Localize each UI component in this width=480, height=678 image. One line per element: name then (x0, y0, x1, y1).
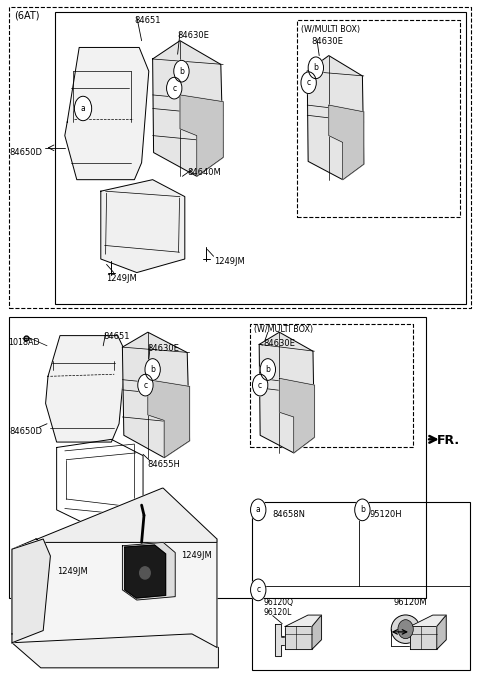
Polygon shape (259, 332, 314, 453)
Text: b: b (179, 66, 184, 76)
Text: 84640M: 84640M (187, 168, 221, 177)
Ellipse shape (391, 615, 420, 643)
Polygon shape (279, 378, 314, 453)
Circle shape (301, 72, 316, 94)
Text: c: c (144, 380, 147, 390)
Text: 84658N: 84658N (273, 510, 306, 519)
Circle shape (145, 359, 160, 380)
Polygon shape (125, 545, 166, 598)
Polygon shape (12, 539, 50, 643)
Text: c: c (258, 380, 262, 390)
Polygon shape (148, 380, 190, 458)
Circle shape (74, 96, 92, 121)
Bar (55, 12, 466, 304)
Text: c: c (307, 78, 311, 87)
Polygon shape (410, 615, 446, 626)
Bar (297, 20, 460, 217)
Text: b: b (265, 365, 270, 374)
Text: 96120Q
96120L: 96120Q 96120L (263, 598, 293, 618)
Text: a: a (256, 505, 261, 515)
Circle shape (167, 77, 182, 99)
Text: 84630E: 84630E (263, 339, 295, 348)
Text: 95120H: 95120H (370, 510, 402, 519)
Text: 1018AD: 1018AD (9, 338, 40, 346)
Polygon shape (437, 615, 446, 650)
Polygon shape (180, 95, 223, 176)
Text: c: c (172, 83, 176, 93)
Text: c: c (256, 585, 260, 595)
Ellipse shape (140, 567, 150, 579)
Polygon shape (12, 539, 217, 647)
Circle shape (260, 359, 276, 380)
Polygon shape (410, 626, 437, 650)
Text: (W/MULTI BOX): (W/MULTI BOX) (301, 25, 360, 34)
Text: 84630E: 84630E (311, 37, 343, 46)
Polygon shape (275, 624, 289, 656)
Text: FR.: FR. (437, 434, 460, 447)
Polygon shape (65, 47, 149, 180)
Circle shape (138, 374, 153, 396)
Polygon shape (285, 626, 312, 650)
Text: 84651: 84651 (103, 332, 130, 341)
Bar (9, 7, 471, 308)
Bar (252, 502, 470, 670)
Polygon shape (307, 56, 364, 180)
Text: 84650D: 84650D (10, 427, 43, 436)
Text: 84655H: 84655H (148, 460, 180, 468)
Text: 1249JM: 1249JM (181, 551, 212, 559)
Polygon shape (329, 105, 364, 180)
Circle shape (251, 499, 266, 521)
Circle shape (251, 579, 266, 601)
Ellipse shape (398, 620, 413, 639)
Bar (9, 317, 426, 598)
Polygon shape (36, 488, 217, 542)
Polygon shape (153, 41, 223, 176)
Polygon shape (285, 615, 322, 626)
Polygon shape (46, 336, 126, 442)
Text: 1249JM: 1249JM (214, 257, 244, 266)
Polygon shape (122, 332, 190, 458)
Text: 96120M: 96120M (394, 598, 427, 607)
Text: b: b (150, 365, 155, 374)
Circle shape (308, 57, 324, 79)
Polygon shape (122, 542, 175, 600)
Text: (6AT): (6AT) (14, 11, 40, 21)
Circle shape (355, 499, 370, 521)
Text: 1249JM: 1249JM (106, 274, 136, 283)
Text: 84630E: 84630E (178, 31, 209, 39)
Bar (250, 324, 413, 447)
Text: b: b (313, 63, 318, 73)
Text: 84650D: 84650D (10, 148, 43, 157)
Text: (W/MULTI BOX): (W/MULTI BOX) (254, 325, 313, 334)
Text: b: b (360, 505, 365, 515)
Text: 84651: 84651 (134, 16, 161, 24)
Polygon shape (12, 634, 218, 668)
Text: 84630E: 84630E (148, 344, 180, 353)
Polygon shape (101, 180, 185, 273)
Circle shape (252, 374, 268, 396)
Circle shape (174, 60, 189, 82)
Text: 1249JM: 1249JM (57, 567, 87, 576)
Polygon shape (312, 615, 322, 650)
Text: a: a (81, 104, 85, 113)
